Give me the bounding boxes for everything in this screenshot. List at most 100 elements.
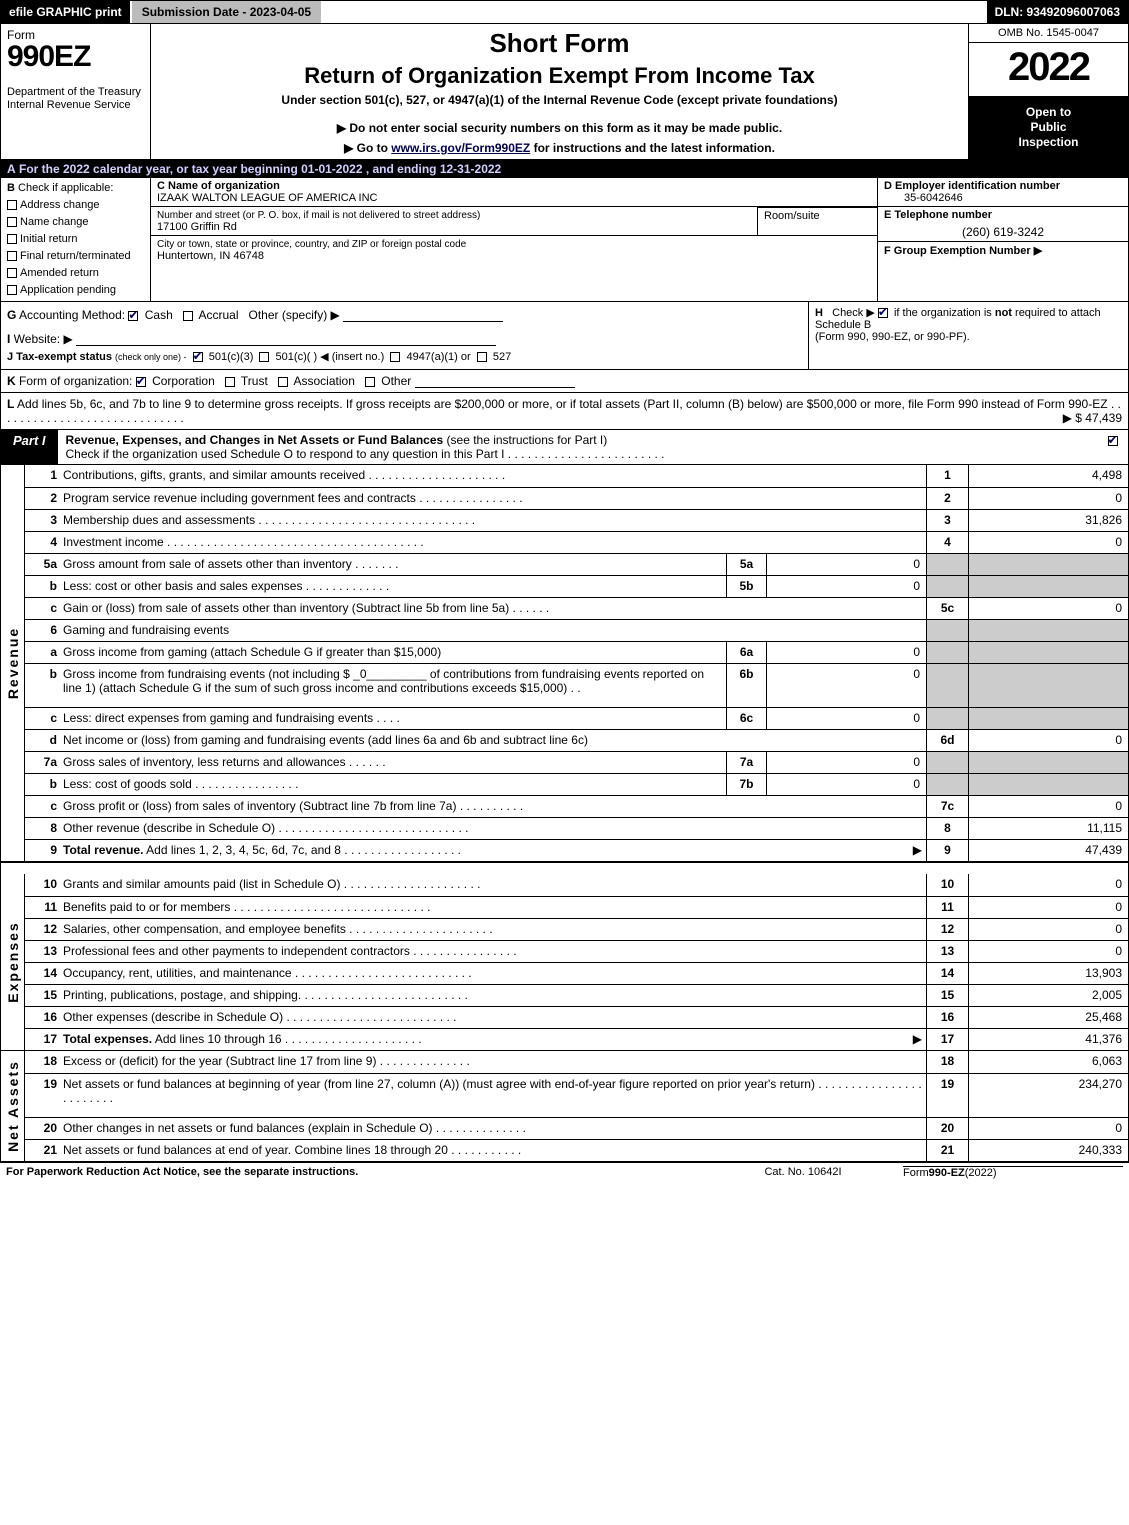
line-number: 13 xyxy=(25,941,61,962)
cb-label: Address change xyxy=(20,199,100,211)
opt-association: Association xyxy=(294,374,355,388)
line-number: 11 xyxy=(25,897,61,918)
result-value xyxy=(968,774,1128,795)
checkbox-association[interactable] xyxy=(278,377,288,387)
checkbox-accrual[interactable] xyxy=(183,311,193,321)
line-number: 18 xyxy=(25,1051,61,1073)
sub-line-value: 0 xyxy=(766,642,926,663)
line-number: b xyxy=(25,664,61,707)
sub3-post: for instructions and the latest informat… xyxy=(530,141,775,155)
subtitle-1: Under section 501(c), 527, or 4947(a)(1)… xyxy=(159,93,960,107)
top-bar: efile GRAPHIC print Submission Date - 20… xyxy=(1,1,1128,24)
checkbox-schedule-o[interactable] xyxy=(1108,436,1118,446)
line-row: 12Salaries, other compensation, and empl… xyxy=(25,918,1128,940)
line-description: Membership dues and assessments . . . . … xyxy=(61,510,926,531)
result-value: 25,468 xyxy=(968,1007,1128,1028)
result-value: 41,376 xyxy=(968,1029,1128,1050)
checkbox-amended-return[interactable]: Amended return xyxy=(7,265,144,282)
k-label: Form of organization: xyxy=(16,374,136,388)
other-org-input[interactable] xyxy=(415,375,575,388)
street-row: Number and street (or P. O. box, if mail… xyxy=(151,207,877,236)
street-field: Number and street (or P. O. box, if mail… xyxy=(151,207,757,235)
line-description: Benefits paid to or for members . . . . … xyxy=(61,897,926,918)
checkbox-4947[interactable] xyxy=(390,352,400,362)
h-text4: (Form 990, 990-EZ, or 990-PF). xyxy=(815,331,970,343)
checkbox-corporation[interactable] xyxy=(136,377,146,387)
l-text: Add lines 5b, 6c, and 7b to line 9 to de… xyxy=(14,397,1107,411)
opt-4947: 4947(a)(1) or xyxy=(406,351,470,363)
checkbox-name-change[interactable]: Name change xyxy=(7,214,144,231)
result-value: 0 xyxy=(968,532,1128,553)
line-description: Excess or (deficit) for the year (Subtra… xyxy=(61,1051,926,1073)
checkbox-cash[interactable] xyxy=(128,311,138,321)
header-left: Form 990EZ Department of the Treasury In… xyxy=(1,24,151,159)
other-specify-input[interactable] xyxy=(343,309,503,322)
netassets-side-label: Net Assets xyxy=(1,1051,25,1161)
sub-line-value: 0 xyxy=(766,752,926,773)
irs-link[interactable]: www.irs.gov/Form990EZ xyxy=(391,141,530,155)
result-line-number: 17 xyxy=(926,1029,968,1050)
line-description: Investment income . . . . . . . . . . . … xyxy=(61,532,926,553)
checkbox-final-return[interactable]: Final return/terminated xyxy=(7,248,144,265)
result-value: 234,270 xyxy=(968,1074,1128,1117)
footer-form-num: 990-EZ xyxy=(929,1167,965,1188)
line-row: aGross income from gaming (attach Schedu… xyxy=(25,641,1128,663)
line-k: K Form of organization: Corporation Trus… xyxy=(1,370,1128,393)
result-line-number: 20 xyxy=(926,1118,968,1139)
result-value xyxy=(968,642,1128,663)
line-row: 6Gaming and fundraising events xyxy=(25,619,1128,641)
line-row: 8Other revenue (describe in Schedule O) … xyxy=(25,817,1128,839)
result-line-number: 11 xyxy=(926,897,968,918)
line-g: G Accounting Method: Cash Accrual Other … xyxy=(1,302,808,369)
result-value: 31,826 xyxy=(968,510,1128,531)
line-number: b xyxy=(25,576,61,597)
checkbox-other-org[interactable] xyxy=(365,377,375,387)
header-right: OMB No. 1545-0047 2022 Open to Public In… xyxy=(968,24,1128,159)
line-description: Total expenses. Add lines 10 through 16 … xyxy=(61,1029,926,1050)
line-number: 19 xyxy=(25,1074,61,1117)
submission-date: Submission Date - 2023-04-05 xyxy=(130,1,321,23)
line-row: 19Net assets or fund balances at beginni… xyxy=(25,1073,1128,1117)
line-description: Program service revenue including govern… xyxy=(61,488,926,509)
line-h: H Check ▶ if the organization is not req… xyxy=(808,302,1128,369)
website-input[interactable] xyxy=(76,333,496,346)
checkbox-not-required[interactable] xyxy=(878,308,888,318)
line-row: 1Contributions, gifts, grants, and simil… xyxy=(25,465,1128,487)
result-value: 0 xyxy=(968,919,1128,940)
ein-value: 35-6042646 xyxy=(884,192,963,204)
checkbox-527[interactable] xyxy=(477,352,487,362)
result-line-number xyxy=(926,708,968,729)
h-bold: not xyxy=(995,307,1012,319)
checkbox-501c[interactable] xyxy=(259,352,269,362)
result-value: 0 xyxy=(968,796,1128,817)
line-row: 7aGross sales of inventory, less returns… xyxy=(25,751,1128,773)
part-i-sub-dots: . . . . . . . . . . . . . . . . . . . . … xyxy=(504,447,664,461)
result-line-number xyxy=(926,554,968,575)
city-field: City or town, state or province, country… xyxy=(151,236,877,301)
line-row: cGross profit or (loss) from sales of in… xyxy=(25,795,1128,817)
boxes-def: D Employer identification number 35-6042… xyxy=(878,178,1128,301)
j-label: Tax-exempt status xyxy=(13,351,112,363)
result-value: 0 xyxy=(968,874,1128,896)
line-row: 10Grants and similar amounts paid (list … xyxy=(25,874,1128,896)
checkbox-501c3[interactable] xyxy=(193,352,203,362)
checkbox-address-change[interactable]: Address change xyxy=(7,197,144,214)
subtitle-3: ▶ Go to www.irs.gov/Form990EZ for instru… xyxy=(159,141,960,155)
line-row: cLess: direct expenses from gaming and f… xyxy=(25,707,1128,729)
sub-line-value: 0 xyxy=(766,664,926,707)
line-description: Other changes in net assets or fund bala… xyxy=(61,1118,926,1139)
checkbox-initial-return[interactable]: Initial return xyxy=(7,231,144,248)
org-name-value: IZAAK WALTON LEAGUE OF AMERICA INC xyxy=(157,192,377,204)
telephone-label: E Telephone number xyxy=(884,209,992,221)
box-c: C Name of organization IZAAK WALTON LEAG… xyxy=(151,178,878,301)
line-row: 18Excess or (deficit) for the year (Subt… xyxy=(25,1051,1128,1073)
result-line-number: 4 xyxy=(926,532,968,553)
checkbox-application-pending[interactable]: Application pending xyxy=(7,282,144,299)
line-row: 15Printing, publications, postage, and s… xyxy=(25,984,1128,1006)
l-amount-block: ▶ $ 47,439 xyxy=(1063,411,1122,425)
line-row: 3Membership dues and assessments . . . .… xyxy=(25,509,1128,531)
efile-label[interactable]: efile GRAPHIC print xyxy=(1,1,130,23)
line-row: bGross income from fundraising events (n… xyxy=(25,663,1128,707)
checkbox-trust[interactable] xyxy=(225,377,235,387)
box-b-letter: B xyxy=(7,182,15,194)
